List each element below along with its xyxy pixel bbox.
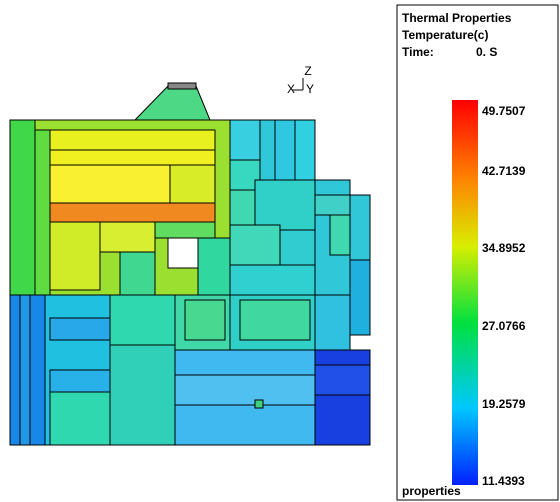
viewport: Z X Y Thermal Properties Temperature(c) …: [0, 0, 560, 502]
thermal-model: [10, 83, 370, 445]
legend-footer: properties: [402, 484, 461, 498]
scale-label: 11.4393: [482, 474, 525, 488]
time-value: 0. S: [476, 45, 497, 59]
legend-title: Thermal Properties: [402, 11, 512, 25]
axis-triad: Z X Y: [287, 64, 314, 96]
scale-label: 49.7507: [482, 104, 526, 118]
triad-y: Y: [306, 82, 314, 96]
scale-label: 27.0766: [482, 319, 526, 333]
scale-label: 19.2579: [482, 397, 526, 411]
legend: Thermal Properties Temperature(c) Time: …: [397, 5, 558, 500]
time-label: Time:: [402, 45, 434, 59]
color-bar: [452, 100, 478, 485]
scale-label: 42.7139: [482, 164, 526, 178]
legend-quantity: Temperature(c): [402, 28, 488, 42]
triad-z: Z: [304, 64, 311, 78]
triad-x: X: [287, 82, 295, 96]
scale-label: 34.8952: [482, 241, 526, 255]
